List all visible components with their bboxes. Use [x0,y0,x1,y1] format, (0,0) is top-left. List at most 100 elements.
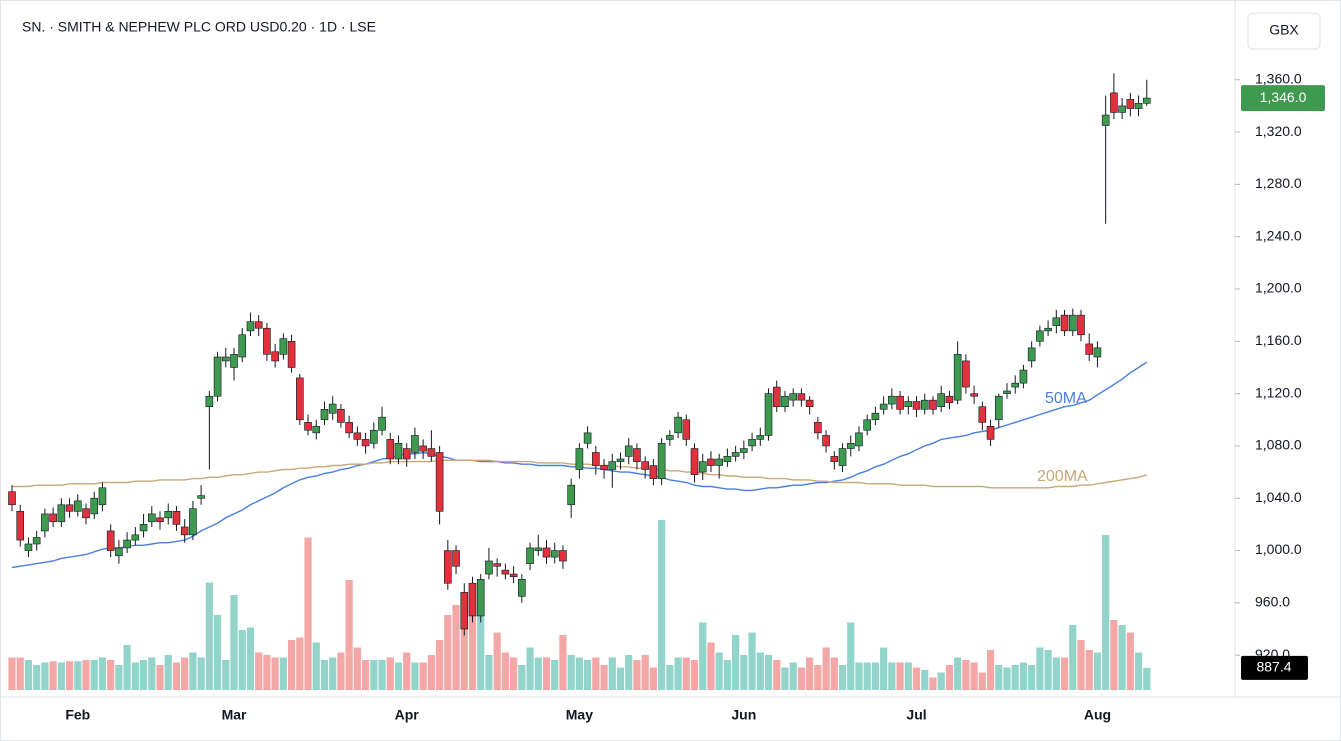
x-tick-label: Mar [222,707,247,723]
volume-bar [608,657,616,690]
volume-bar [526,647,534,690]
candle-body [953,354,962,401]
candle-body [205,395,214,407]
volume-bar [715,652,723,690]
candle-body [945,395,954,404]
candle-body [1019,369,1028,384]
volume-bar [353,647,361,690]
volume-bar [139,660,148,690]
candle-body [411,435,419,453]
candle-body [863,419,871,431]
candle-body [978,406,987,423]
y-tick-label: 1,040.0 [1255,489,1302,505]
last-price-badge [1241,85,1325,112]
volume-bar [1093,652,1102,690]
candle-body [1093,347,1102,358]
volume-bar [551,660,559,690]
volume-bar [929,677,937,690]
candle-body [789,393,797,401]
volume-bar [904,662,912,690]
candle-body [16,511,25,541]
volume-bar [361,660,370,690]
volume-bar [830,657,838,690]
volume-bar [82,660,90,690]
candle-body [534,547,543,551]
candle-body [8,491,16,506]
candle-body [970,393,978,397]
candle-body [90,497,99,515]
volume-bar [937,672,945,690]
candle-body [781,395,789,407]
candle-body [1126,99,1135,109]
candle-body [920,399,929,410]
volume-bar [8,657,16,690]
volume-bar [213,615,222,690]
candle-body [649,465,658,479]
volume-bar [723,660,732,690]
candle-body [378,416,386,431]
volume-bar [304,537,312,690]
volume-bar [674,657,682,690]
candle-body [929,399,937,410]
volume-bar [970,662,978,690]
candle-body [24,543,33,551]
volume-bar [1028,665,1036,690]
volume-bar [896,662,904,690]
volume-bar [1085,650,1093,690]
candle-body [559,550,567,562]
volume-bar [510,657,518,690]
candle-body [485,560,493,575]
volume-bar [921,670,929,690]
volume-bar [575,657,583,690]
volume-bar [1011,665,1019,690]
candle-body [189,508,197,536]
volume-bar [460,592,468,690]
currency-button[interactable] [1247,12,1321,50]
volume-bar [1126,632,1134,690]
candle-body [731,452,740,457]
candle-body [838,448,847,466]
candle-body [57,504,66,523]
candle-body [962,360,970,388]
candle-body [871,412,880,421]
volume-bar [880,647,888,690]
volume-bar [1077,640,1085,690]
volume-bar [49,661,57,690]
volume-bar [1143,667,1151,690]
candle-body [460,592,469,630]
y-tick-label: 1,000.0 [1255,541,1302,557]
candle-body [575,448,584,470]
y-tick-label: 1,080.0 [1255,437,1302,453]
x-tick-label: Jul [906,707,926,723]
volume-bar [90,660,98,690]
currency-label[interactable]: GBX [1269,22,1299,38]
candle-body [147,513,156,523]
candle-body [1068,314,1077,332]
volume-bar [748,632,756,690]
candle-body [542,547,551,558]
volume-bar [57,662,65,690]
volume-bar [33,665,41,690]
volume-bar [781,667,789,690]
candle-body [805,399,814,407]
volume-bar [559,635,567,690]
volume-bar [1118,625,1126,690]
volume-bar [954,657,962,690]
volume-bar [181,657,189,690]
candle-body [131,534,140,541]
candle-body [106,530,115,551]
candle-body [814,422,822,434]
volume-bar [164,655,172,690]
volume-bar [205,582,213,690]
candle-body [452,550,460,567]
candle-body [49,513,57,523]
candle-body [304,422,312,431]
candle-body [740,448,748,453]
candle-body [353,432,362,440]
volume-bar [1102,535,1110,690]
candle-body [715,458,723,466]
ma-label: 200MA [1037,468,1088,485]
candle-body [197,495,205,499]
candle-body [41,513,49,532]
volume-bar [789,662,797,690]
